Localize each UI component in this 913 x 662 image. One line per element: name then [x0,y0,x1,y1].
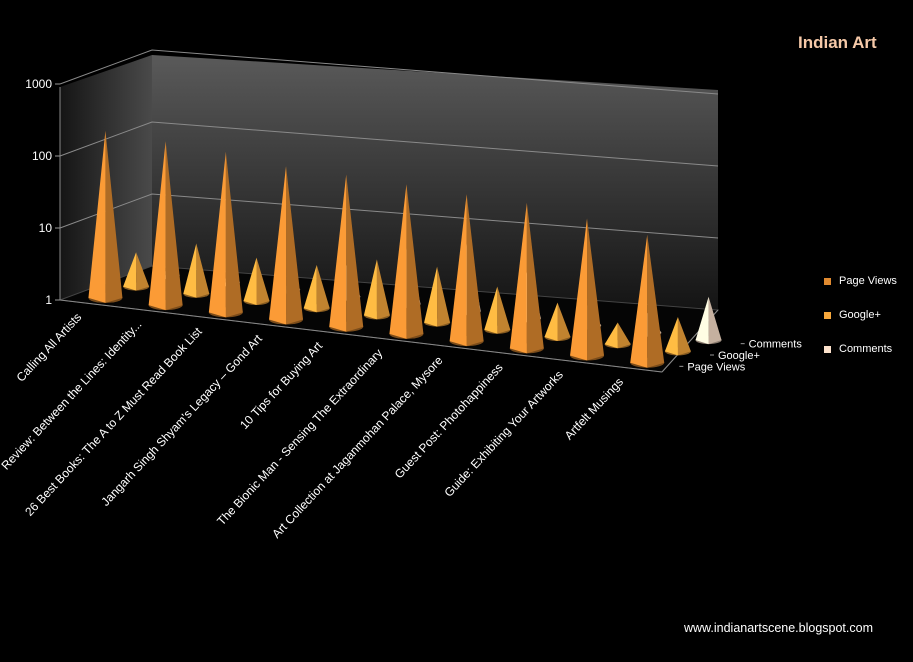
cone-page-views-3 [208,151,243,318]
depth-label-google: Google+ [718,350,760,362]
cone-google-6 [424,266,451,327]
x-tick-label-9: Guide: Exhibiting Your Artworks [441,368,565,500]
cone-page-views-4 [269,166,304,325]
legend-label-google-plus: Google+ [839,309,881,321]
y-tick-label-10: 10 [39,221,53,235]
legend-swatch-google-plus [824,311,831,319]
cone-google-5 [363,259,390,320]
y-tick-label-100: 100 [32,149,52,163]
x-tick-label-1: Calling All Artists [14,310,85,384]
y-tick-label-1: 1 [45,293,52,307]
y-tick-label-1000: 1000 [25,77,52,91]
cone-page-views-2 [148,141,183,311]
legend-item-page-views: Page Views [824,275,897,291]
footer-site-url: www.indianartscene.blogspot.com [684,621,873,635]
gridline-10 [59,193,719,239]
cone-page-views-6 [389,184,424,339]
cone-page-views-10 [630,234,665,368]
cone-page-views-7 [449,194,484,347]
cone-google-9 [604,322,631,349]
cone-google-7 [484,286,511,334]
chart-title: Indian Art [798,33,877,52]
cone-page-views-1 [88,130,123,303]
cone-page-views-5 [329,174,364,332]
gridline-100 [59,121,719,167]
cone-page-views-8 [509,202,544,354]
cone-google-2 [183,243,210,298]
legend-label-comments: Comments [839,343,893,355]
cone-google-1 [123,252,150,291]
cone-comments-10 [695,296,722,345]
legend-label-page-views: Page Views [839,275,897,287]
legend-swatch-page-views [824,277,831,285]
cone-google-10 [664,317,691,356]
cone-google-4 [303,264,330,313]
x-tick-label-2: Review: Between the Lines: Identity... [0,317,144,472]
chart-floor-front-edge [59,299,663,373]
depth-label-page-views: Page Views [687,361,745,373]
gridline-1000 [59,49,719,95]
legend-swatch-comments [824,345,831,353]
legend-item-google-plus: Google+ [824,309,897,325]
legend-item-comments: Comments [824,343,897,359]
depth-label-comments: Comments [749,339,803,351]
cone-google-3 [243,257,270,305]
x-tick-label-8: Guest Post: Photohappiness [392,360,506,481]
x-tick-label-10: Artfelt Musings [562,375,626,443]
legend: Page Views Google+ Comments [824,275,897,377]
cone-google-8 [544,302,571,341]
cone-page-views-9 [570,218,605,361]
